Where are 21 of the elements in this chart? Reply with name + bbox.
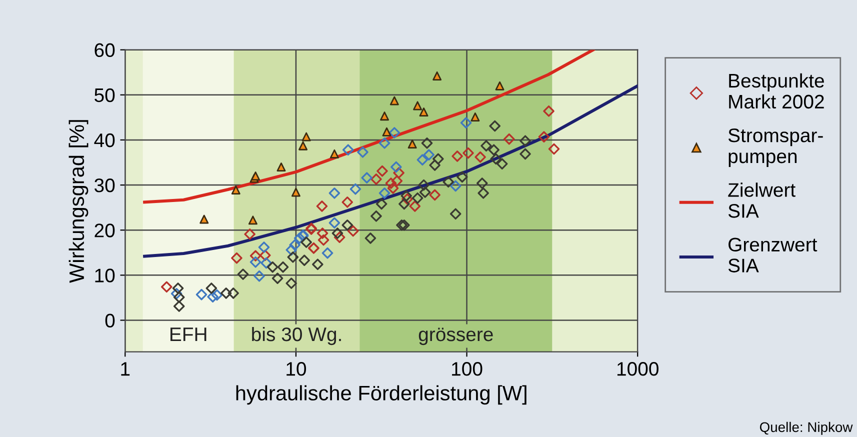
band-label: bis 30 Wg. [252, 326, 341, 346]
x-tick-label: 1 [121, 362, 130, 376]
y-tick-label: 20 [94, 224, 115, 238]
y-tick-label: 40 [94, 133, 115, 148]
band-label: grössere [418, 328, 493, 346]
legend-label: Stromspar- pumpen [728, 128, 823, 168]
y-tick-label: 10 [95, 268, 115, 282]
source-note: Quelle: Nipkow [760, 422, 853, 435]
x-tick-label: 1000 [617, 362, 658, 376]
legend-label: Zielwert SIA [728, 182, 796, 218]
x-axis-title: hydraulische Förderleistung [W] [236, 385, 526, 405]
band-label: EFH [170, 328, 206, 342]
y-tick-label: 50 [94, 88, 115, 102]
y-tick-label: 0 [105, 314, 115, 328]
x-tick-label: 10 [286, 362, 306, 376]
y-tick-label: 60 [94, 43, 115, 58]
x-tick-label: 100 [452, 362, 482, 376]
legend-label: Bestpunkte Markt 2002 [729, 73, 824, 109]
y-axis-title: Wirkungsgrad [%] [68, 120, 88, 283]
y-tick-label: 30 [94, 178, 115, 192]
legend-label: Grenzwert SIA [728, 238, 818, 272]
